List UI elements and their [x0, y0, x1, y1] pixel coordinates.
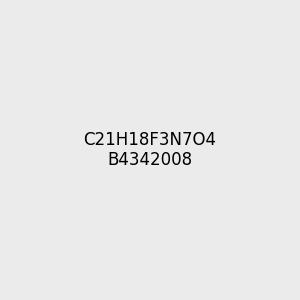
Text: C21H18F3N7O4
B4342008: C21H18F3N7O4 B4342008: [83, 130, 217, 170]
